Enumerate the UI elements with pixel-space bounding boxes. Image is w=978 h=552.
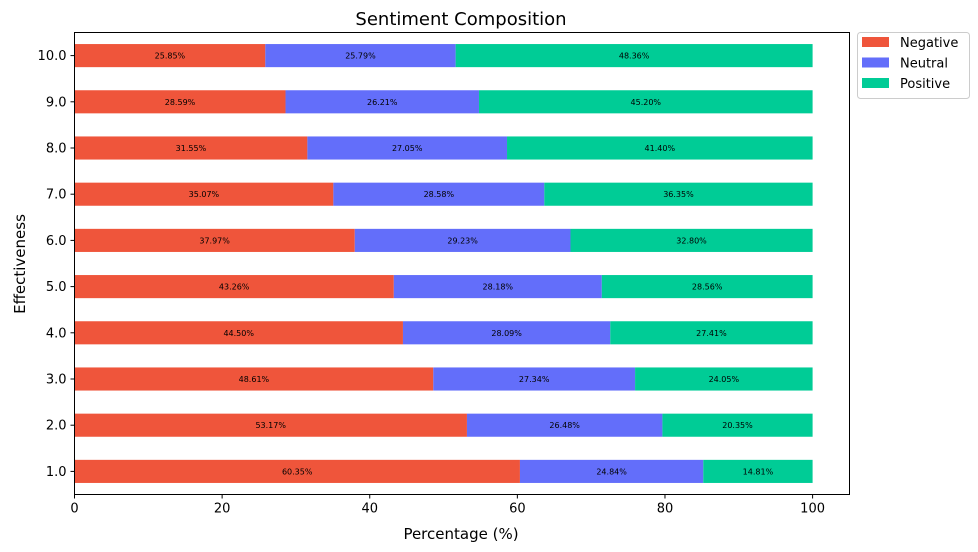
y-tick-label: 10.0 bbox=[38, 49, 67, 64]
bar-positive-10.0 bbox=[455, 44, 813, 68]
bar-label-negative-2.0: 53.17% bbox=[255, 421, 286, 430]
bar-negative-6.0 bbox=[74, 228, 355, 252]
y-tick-label: 7.0 bbox=[46, 188, 67, 203]
bar-negative-10.0 bbox=[74, 44, 266, 68]
legend-label-neutral: Neutral bbox=[900, 57, 948, 72]
bar-negative-7.0 bbox=[74, 182, 334, 206]
bar-negative-1.0 bbox=[74, 459, 520, 483]
bar-label-positive-5.0: 28.56% bbox=[692, 283, 723, 292]
bar-label-positive-3.0: 24.05% bbox=[709, 375, 740, 384]
bar-neutral-5.0 bbox=[393, 275, 602, 299]
x-axis-label: Percentage (%) bbox=[403, 525, 518, 543]
bar-label-positive-10.0: 48.36% bbox=[619, 52, 650, 61]
bar-label-neutral-6.0: 29.23% bbox=[447, 236, 478, 245]
plot-frame bbox=[74, 32, 850, 495]
bar-positive-7.0 bbox=[544, 182, 813, 206]
bar-label-negative-4.0: 44.50% bbox=[223, 329, 254, 338]
bar-positive-3.0 bbox=[635, 367, 813, 391]
bar-label-negative-8.0: 31.55% bbox=[176, 144, 207, 153]
y-tick-label: 2.0 bbox=[46, 419, 67, 434]
bar-label-negative-7.0: 35.07% bbox=[189, 190, 220, 199]
x-tick-label: 60 bbox=[509, 502, 526, 517]
bar-positive-9.0 bbox=[478, 90, 813, 114]
bar-label-negative-5.0: 43.26% bbox=[219, 283, 250, 292]
bar-label-positive-6.0: 32.80% bbox=[676, 236, 707, 245]
legend-swatch-positive bbox=[862, 78, 889, 88]
bar-label-neutral-7.0: 28.58% bbox=[424, 190, 455, 199]
bar-positive-6.0 bbox=[570, 228, 813, 252]
bar-neutral-2.0 bbox=[466, 413, 663, 437]
bar-neutral-8.0 bbox=[307, 136, 508, 160]
bar-label-negative-10.0: 25.85% bbox=[155, 52, 186, 61]
bar-label-neutral-4.0: 28.09% bbox=[491, 329, 522, 338]
bar-neutral-3.0 bbox=[433, 367, 636, 391]
x-axis-ticks: 0 20 40 60 80 100 bbox=[70, 494, 825, 517]
bar-label-positive-1.0: 14.81% bbox=[743, 467, 774, 476]
bar-label-neutral-10.0: 25.79% bbox=[345, 52, 376, 61]
x-tick-label: 80 bbox=[657, 502, 674, 517]
x-tick-label: 100 bbox=[800, 502, 825, 517]
bar-negative-4.0 bbox=[74, 321, 403, 345]
bar-positive-8.0 bbox=[507, 136, 813, 160]
y-tick-label: 4.0 bbox=[46, 326, 67, 341]
y-axis-label: Effectiveness bbox=[11, 214, 29, 314]
bar-negative-9.0 bbox=[74, 90, 286, 114]
legend-label-negative: Negative bbox=[900, 36, 958, 51]
bar-neutral-6.0 bbox=[354, 228, 571, 252]
y-tick-label: 3.0 bbox=[46, 373, 67, 388]
bar-label-neutral-3.0: 27.34% bbox=[519, 375, 550, 384]
legend-swatch-negative bbox=[862, 37, 889, 47]
bar-label-negative-6.0: 37.97% bbox=[199, 236, 230, 245]
chart-title: Sentiment Composition bbox=[355, 9, 566, 30]
y-axis-ticks: 1.0 2.0 3.0 4.0 5.0 6.0 7.0 8.0 9.0 10.0 bbox=[38, 49, 75, 480]
bar-label-neutral-1.0: 24.84% bbox=[596, 467, 627, 476]
bar-label-positive-4.0: 27.41% bbox=[696, 329, 727, 338]
y-tick-label: 8.0 bbox=[46, 142, 67, 157]
bar-neutral-4.0 bbox=[402, 321, 611, 345]
bar-label-negative-9.0: 28.59% bbox=[165, 98, 196, 107]
bar-negative-8.0 bbox=[74, 136, 308, 160]
bar-label-positive-7.0: 36.35% bbox=[663, 190, 694, 199]
y-tick-label: 6.0 bbox=[46, 234, 67, 249]
x-tick-label: 40 bbox=[361, 502, 378, 517]
bar-labels-group: 60.35% 24.84% 14.81% 53.17% 26.48% 20.35% 48.6… bbox=[155, 52, 774, 477]
legend: Negative Neutral Positive bbox=[857, 32, 970, 99]
bar-label-negative-3.0: 48.61% bbox=[239, 375, 270, 384]
bar-neutral-7.0 bbox=[333, 182, 545, 206]
bar-label-positive-8.0: 41.40% bbox=[645, 144, 676, 153]
bar-negative-3.0 bbox=[74, 367, 434, 391]
y-tick-label: 9.0 bbox=[46, 95, 67, 110]
bar-label-positive-9.0: 45.20% bbox=[631, 98, 662, 107]
bar-label-negative-1.0: 60.35% bbox=[282, 467, 313, 476]
bars-group bbox=[74, 44, 813, 483]
bar-neutral-1.0 bbox=[519, 459, 704, 483]
legend-swatch-neutral bbox=[862, 57, 889, 68]
bar-label-positive-2.0: 20.35% bbox=[722, 421, 753, 430]
bar-negative-5.0 bbox=[74, 275, 394, 299]
bar-neutral-10.0 bbox=[265, 44, 456, 68]
bar-positive-5.0 bbox=[601, 275, 813, 299]
bar-label-neutral-9.0: 26.21% bbox=[367, 98, 398, 107]
x-tick-label: 0 bbox=[70, 502, 78, 517]
bar-label-neutral-2.0: 26.48% bbox=[549, 421, 580, 430]
bar-neutral-9.0 bbox=[285, 90, 479, 114]
legend-label-positive: Positive bbox=[900, 77, 950, 92]
bar-negative-2.0 bbox=[74, 413, 467, 437]
y-tick-label: 1.0 bbox=[46, 465, 67, 480]
bar-positive-1.0 bbox=[703, 459, 813, 483]
bar-label-neutral-5.0: 28.18% bbox=[483, 283, 514, 292]
bar-positive-4.0 bbox=[610, 321, 813, 345]
bar-label-neutral-8.0: 27.05% bbox=[392, 144, 423, 153]
y-tick-label: 5.0 bbox=[46, 280, 67, 295]
bar-positive-2.0 bbox=[662, 413, 813, 437]
x-tick-label: 20 bbox=[214, 502, 231, 517]
